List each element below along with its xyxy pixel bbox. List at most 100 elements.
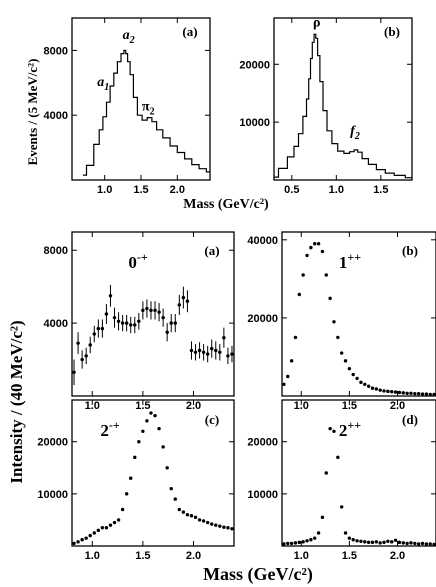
data-point — [222, 525, 226, 529]
panel-label: (b) — [402, 243, 418, 258]
x-tick-label: 1.0 — [85, 550, 100, 562]
state-label-sup: ++ — [347, 250, 361, 264]
panel-bottom-d: 1.0 1.5 2.0 10000 20000 (d) 2++ — [247, 399, 436, 562]
state-label: 2++ — [339, 418, 361, 440]
data-point — [201, 350, 206, 354]
series-group — [72, 411, 234, 546]
series-group — [274, 33, 412, 179]
state-label-sup: ++ — [347, 418, 361, 432]
data-point — [424, 542, 429, 546]
data-point — [210, 522, 214, 526]
data-point — [72, 541, 76, 546]
data-point — [309, 538, 313, 542]
x-tick-label: 2.0 — [170, 184, 185, 196]
data-point — [157, 310, 161, 314]
data-point — [230, 527, 234, 531]
data-point — [366, 384, 371, 388]
data-point — [92, 531, 96, 535]
x-tick-label: 1.5 — [373, 184, 388, 196]
data-point — [108, 523, 113, 527]
data-point — [226, 354, 230, 358]
data-point — [313, 242, 317, 246]
x-tick-label: 1.0 — [294, 400, 309, 412]
data-point — [416, 542, 421, 546]
data-point — [428, 392, 432, 396]
data-point — [230, 352, 234, 356]
data-point — [355, 376, 359, 381]
data-point — [332, 320, 336, 324]
data-point — [141, 429, 145, 433]
panel-bottom-a: 1.0 1.5 2.0 4000 8000 (a) 0-+ — [44, 231, 235, 412]
data-point — [201, 519, 206, 523]
data-point — [133, 323, 137, 327]
y-tick-label: 40000 — [247, 235, 278, 247]
data-point — [133, 455, 137, 460]
annotation-sub: 2 — [354, 131, 360, 142]
data-point — [80, 357, 84, 362]
data-point — [413, 391, 417, 396]
data-point — [205, 520, 210, 525]
data-point — [378, 388, 382, 392]
data-point — [401, 391, 405, 395]
data-point — [145, 419, 149, 423]
annotation-main: ρ — [313, 16, 321, 31]
panel-bottom-b: 1.0 1.5 2.0 20000 40000 (b) 1++ — [247, 231, 436, 412]
data-point — [405, 541, 409, 546]
data-point — [80, 538, 84, 542]
data-point — [222, 335, 226, 340]
state-label-sup: -+ — [109, 418, 120, 432]
plot-frame — [281, 231, 436, 397]
peak-annotation: ρ — [313, 16, 321, 31]
data-point — [336, 335, 340, 340]
series-group — [72, 284, 234, 386]
data-point — [286, 374, 290, 379]
data-point — [145, 306, 149, 311]
data-point — [351, 538, 355, 542]
annotation-main: π — [142, 99, 150, 114]
data-point — [129, 476, 133, 480]
state-label-sup: -+ — [137, 250, 148, 264]
data-point — [413, 541, 417, 546]
data-point — [104, 312, 109, 316]
data-point — [218, 350, 222, 354]
data-point — [432, 392, 436, 396]
x-tick-label: 1.5 — [342, 400, 357, 412]
data-point — [301, 273, 305, 277]
data-point — [332, 429, 336, 433]
data-point — [401, 541, 405, 545]
data-point — [181, 510, 186, 514]
data-point — [347, 366, 352, 371]
data-point — [169, 486, 173, 491]
state-label-main: 0 — [128, 253, 137, 272]
state-label: 0-+ — [128, 250, 147, 272]
data-point — [374, 387, 379, 391]
y-tick-label: 20000 — [247, 313, 278, 325]
state-label-main: 1 — [339, 253, 348, 272]
series-group — [282, 242, 436, 396]
data-point — [197, 348, 202, 353]
data-point — [189, 348, 194, 353]
data-point — [205, 352, 210, 356]
data-point — [88, 343, 92, 347]
peak-annotation: π2 — [142, 99, 155, 117]
data-point — [420, 541, 425, 546]
annotation-main: a — [97, 75, 104, 90]
data-point — [397, 390, 402, 395]
x-tick-label: 1.5 — [133, 184, 148, 196]
data-point — [363, 382, 367, 386]
y-tick-label: 20000 — [239, 59, 270, 71]
data-point — [313, 536, 317, 540]
data-point — [149, 411, 153, 415]
top-xlabel: Mass (GeV/c²) — [183, 197, 269, 212]
data-point — [181, 295, 186, 300]
panel-label: (a) — [204, 243, 219, 258]
data-point — [355, 539, 359, 543]
data-point — [120, 321, 125, 325]
data-point — [96, 528, 101, 533]
data-point — [339, 351, 344, 355]
data-point — [96, 326, 101, 331]
data-point — [282, 542, 286, 546]
data-point — [359, 380, 363, 385]
data-point — [76, 540, 80, 544]
